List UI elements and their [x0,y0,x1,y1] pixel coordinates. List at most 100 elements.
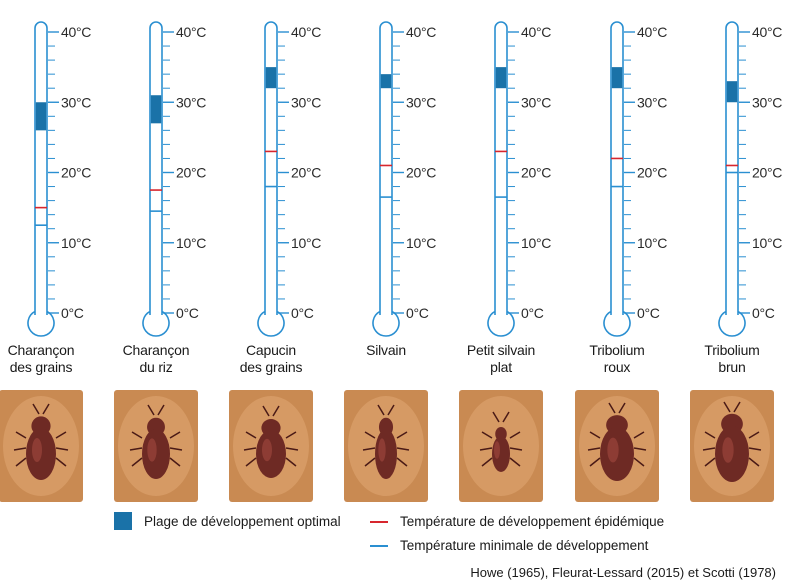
species-name-line: Charançon [122,342,190,358]
tick-label: 40°C [637,24,667,40]
tick-label: 30°C [61,94,91,110]
tick-label: 30°C [291,94,321,110]
legend-label-optimal: Plage de développement optimal [144,513,341,529]
insect-photo [690,390,774,502]
species-name-line: des grains [239,359,303,375]
tick-label: 30°C [521,94,551,110]
tick-label: 20°C [637,165,667,181]
thermometer: 40°C 30°C 20°C 10°C 0°C [487,21,552,337]
species-name: Petit silvain plat [446,342,556,376]
optimal-range-bar [150,95,162,124]
optimal-range-bar [265,67,277,89]
tick-label: 0°C [291,305,314,321]
tick-label: 40°C [752,24,782,40]
tick-label: 10°C [521,235,551,251]
legend-label-minimum: Température minimale de développement [400,538,649,553]
legend-item-epidemic: Température de développement épidémique [370,514,664,529]
insect-photo [0,390,83,502]
insect-image [575,390,659,502]
optimal-range-bar [726,81,738,103]
tick-label: 40°C [521,24,551,40]
species-name-line: Capucin [246,342,296,358]
insect-photo [575,390,659,502]
legend-label-epidemic: Température de développement épidémique [400,514,665,529]
thermometer-outline [487,21,515,337]
legend-item-minimum: Température minimale de développement [370,538,648,553]
insect-image [229,390,313,502]
tick-label: 30°C [637,94,667,110]
insect-image [0,390,83,502]
thermometer-outline [718,21,746,337]
species-name-line: Tribolium [589,342,645,358]
species-name: Tribolium brun [677,342,787,376]
tick-label: 30°C [406,94,436,110]
species-name-line: plat [490,359,512,375]
thermometer: 40°C 30°C 20°C 10°C 0°C [257,21,322,337]
insect-image [459,390,543,502]
insect-photo [229,390,313,502]
species-name-line: roux [603,359,631,375]
thermometer-outline [603,21,631,337]
thermometer: 40°C 30°C 20°C 10°C 0°C [718,21,783,337]
species-name: Capucin des grains [216,342,326,376]
legend-swatch-epidemic [370,520,388,523]
tick-label: 40°C [176,24,206,40]
tick-label: 0°C [752,305,775,321]
species-name: Charançon du riz [101,342,211,376]
species-name: Tribolium roux [562,342,672,376]
tick-label: 20°C [752,165,782,181]
insect-photo [459,390,543,502]
tick-label: 0°C [406,305,429,321]
thermometer: 40°C 30°C 20°C 10°C 0°C [27,21,92,337]
thermometer-outline [257,21,285,337]
tick-label: 0°C [176,305,199,321]
tick-label: 0°C [61,305,84,321]
tick-label: 10°C [752,235,782,251]
tick-label: 10°C [406,235,436,251]
species-name-line: Tribolium [704,342,760,358]
optimal-range-bar [35,102,47,131]
insect-image [114,390,198,502]
tick-label: 20°C [521,165,551,181]
species-name-line: Silvain [366,342,406,358]
tick-label: 20°C [61,165,91,181]
species-name-line: du riz [139,359,173,375]
tick-label: 30°C [752,94,782,110]
tick-label: 10°C [61,235,91,251]
thermometer: 40°C 30°C 20°C 10°C 0°C [603,21,668,337]
tick-label: 20°C [176,165,206,181]
tick-label: 20°C [291,165,321,181]
thermometer-chart: 40°C30°C20°C10°C0°C40°C30°C20°C10°C0°C40… [27,21,783,337]
tick-label: 10°C [291,235,321,251]
species-name-line: des grains [9,359,73,375]
optimal-range-bar [611,67,623,89]
tick-label: 0°C [637,305,660,321]
thermometer: 40°C 30°C 20°C 10°C 0°C [372,21,437,337]
tick-label: 10°C [637,235,667,251]
tick-label: 40°C [61,24,91,40]
tick-label: 0°C [521,305,544,321]
insect-photo [114,390,198,502]
legend-swatch-minimum [370,544,388,547]
tick-label: 10°C [176,235,206,251]
thermometer-outline [372,21,400,337]
thermometer: 40°C 30°C 20°C 10°C 0°C [142,21,207,337]
optimal-range-bar [380,74,392,89]
species-name-line: brun [718,359,746,375]
species-name: Silvain [331,342,441,359]
thermometer-outline [142,21,170,337]
species-name-line: Charançon [7,342,75,358]
source-citation: Howe (1965), Fleurat-Lessard (2015) et S… [470,565,776,580]
thermometer-outline [27,21,55,337]
tick-label: 20°C [406,165,436,181]
tick-label: 40°C [291,24,321,40]
insect-image [344,390,428,502]
legend-swatch-optimal [114,512,132,530]
optimal-range-bar [495,67,507,89]
species-name: Charançon des grains [0,342,96,376]
insect-image [690,390,774,502]
legend-item-optimal: Plage de développement optimal [114,512,341,530]
insect-photo [344,390,428,502]
tick-label: 40°C [406,24,436,40]
